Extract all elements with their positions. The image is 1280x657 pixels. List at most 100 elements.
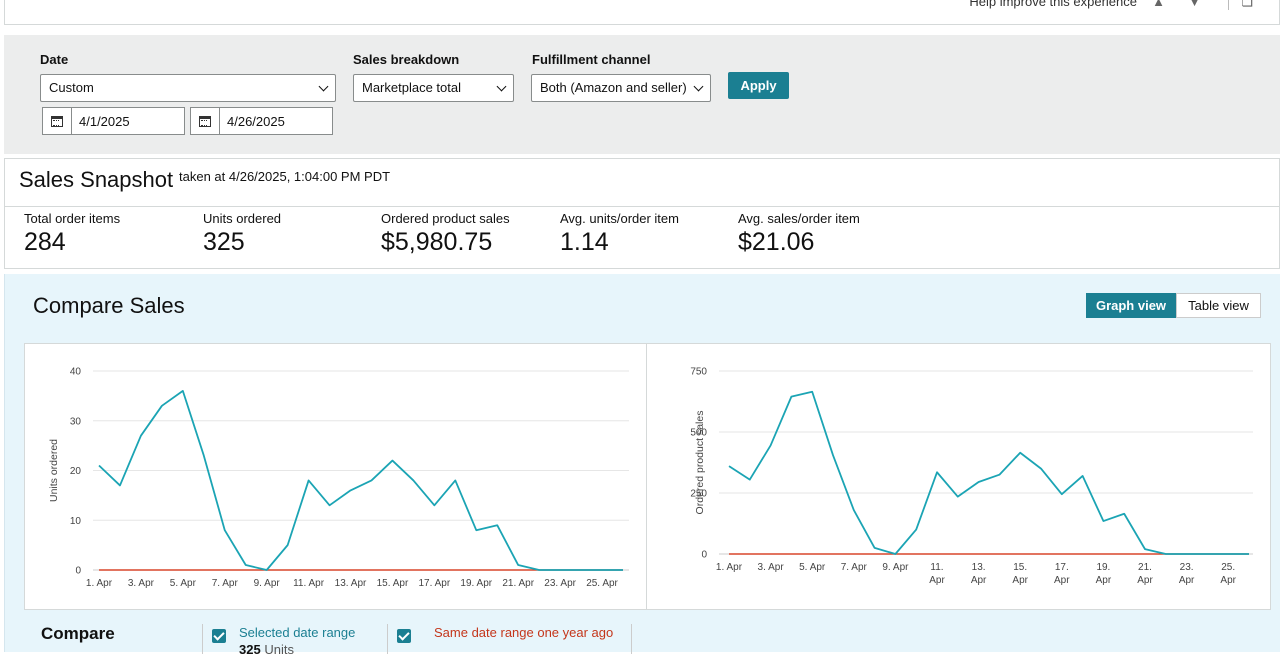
snapshot-divider — [5, 206, 1279, 207]
start-date-field[interactable]: 4/1/2025 — [42, 107, 185, 135]
apply-button[interactable]: Apply — [728, 72, 789, 99]
x-tick-label: 21. Apr — [502, 578, 534, 589]
x-tick-label: Apr — [1137, 575, 1153, 586]
x-tick-label: Apr — [1054, 575, 1070, 586]
metric-value: $5,980.75 — [381, 228, 493, 256]
help-improve-text: Help improve this experience — [969, 0, 1137, 9]
x-tick-label: 13. — [972, 562, 986, 573]
selected-range-checkbox[interactable] — [212, 629, 226, 643]
x-tick-label: 23. — [1180, 562, 1194, 573]
end-date-value: 4/26/2025 — [227, 114, 285, 129]
metric-label: Avg. sales/order item — [738, 211, 860, 226]
x-tick-label: 25. Apr — [586, 578, 618, 589]
compare-title: Compare — [41, 624, 115, 643]
x-tick-label: 21. — [1138, 562, 1152, 573]
x-tick-label: 1. Apr — [716, 562, 743, 573]
legend-divider — [387, 624, 388, 654]
y-tick-label: 0 — [75, 566, 81, 577]
x-tick-label: Apr — [1012, 575, 1028, 586]
calendar-icon[interactable] — [43, 108, 72, 134]
snapshot-timestamp: taken at 4/26/2025, 1:04:00 PM PDT — [179, 169, 391, 184]
last-year-checkbox[interactable] — [397, 629, 411, 643]
units-ordered-chart: 0 10 20 30 40 Units ordered 1. Apr 3. Apr 5. Apr… — [48, 367, 629, 589]
metric-value: 1.14 — [560, 228, 609, 256]
legend-divider — [202, 624, 203, 654]
y-tick-label: 10 — [70, 516, 82, 527]
series-line-selected-range — [98, 390, 623, 571]
x-tick-label: 9. Apr — [254, 578, 281, 589]
thumbs-up-icon[interactable]: ▲ — [1152, 0, 1165, 9]
thumbs-down-icon[interactable]: ▼ — [1188, 0, 1201, 9]
metric-value: 284 — [24, 228, 66, 256]
x-tick-label: Apr — [929, 575, 945, 586]
sales-breakdown-value: Marketplace total — [362, 80, 461, 95]
x-tick-label: 11. — [930, 562, 943, 573]
metric-label: Ordered product sales — [381, 211, 510, 226]
y-tick-label: 0 — [701, 550, 707, 561]
compare-sales-title: Compare Sales — [33, 293, 185, 318]
x-tick-label: 7. Apr — [212, 578, 239, 589]
y-axis-label: Units ordered — [48, 439, 60, 502]
legend-units-value: 325 — [239, 642, 261, 657]
chevron-down-icon — [693, 81, 704, 92]
top-bar: Help improve this experience ▲ ▼ ❏ — [4, 0, 1280, 25]
ordered-product-sales-chart: 0 250 500 750 Ordered product sales 1. Apr 3. … — [690, 367, 1253, 586]
y-tick-label: 40 — [70, 367, 82, 378]
end-date-field[interactable]: 4/26/2025 — [190, 107, 333, 135]
x-tick-label: 19. — [1096, 562, 1110, 573]
y-tick-label: 500 — [690, 428, 707, 439]
legend-last-year: Same date range one year ago — [434, 625, 614, 640]
metric-label: Units ordered — [203, 211, 282, 226]
x-tick-label: 9. Apr — [882, 562, 909, 573]
table-view-button[interactable]: Table view — [1176, 293, 1261, 318]
x-tick-label: Apr — [1220, 575, 1236, 586]
x-tick-label: 17. Apr — [419, 578, 451, 589]
y-axis-label: Ordered product sales — [694, 411, 706, 515]
copy-icon[interactable]: ❏ — [1241, 0, 1253, 9]
sales-breakdown-select[interactable]: Marketplace total — [353, 74, 514, 102]
x-tick-label: 5. Apr — [799, 562, 826, 573]
charts-container: 0 10 20 30 40 Units ordered 1. Apr 3. Apr 5. Apr… — [24, 343, 1271, 610]
date-label: Date — [40, 52, 69, 67]
series-line-selected-range — [728, 390, 1249, 555]
metric-value: 325 — [203, 228, 245, 256]
x-tick-label: 3. Apr — [128, 578, 155, 589]
chart-divider — [646, 344, 647, 609]
legend-selected-units: 325 Units — [239, 642, 294, 657]
metric-label: Avg. units/order item — [560, 211, 679, 226]
fulfillment-channel-select[interactable]: Both (Amazon and seller) — [531, 74, 711, 102]
y-tick-label: 750 — [690, 367, 707, 378]
x-tick-label: 1. Apr — [86, 578, 113, 589]
x-tick-label: 7. Apr — [841, 562, 868, 573]
y-tick-label: 20 — [70, 466, 82, 477]
sales-snapshot-panel: Sales Snapshot taken at 4/26/2025, 1:04:… — [4, 158, 1280, 269]
x-tick-label: Apr — [1179, 575, 1195, 586]
x-tick-label: 3. Apr — [758, 562, 785, 573]
metric-value: $21.06 — [738, 228, 815, 256]
start-date-value: 4/1/2025 — [79, 114, 130, 129]
metric-avg-sales: Avg. sales/order item $21.06 — [738, 211, 860, 257]
y-tick-label: 30 — [70, 416, 82, 427]
x-tick-label: 15. — [1013, 562, 1027, 573]
legend-units-label: Units — [264, 642, 294, 657]
calendar-icon[interactable] — [191, 108, 220, 134]
metric-units-ordered: Units ordered 325 — [203, 211, 281, 257]
metric-ordered-product-sales: Ordered product sales $5,980.75 — [381, 211, 510, 257]
x-tick-label: 13. Apr — [335, 578, 367, 589]
x-tick-label: 15. Apr — [377, 578, 409, 589]
date-select[interactable]: Custom — [40, 74, 336, 102]
y-tick-label: 250 — [690, 489, 707, 500]
chevron-down-icon — [496, 81, 507, 92]
x-tick-label: 23. Apr — [544, 578, 576, 589]
fulfillment-channel-value: Both (Amazon and seller) — [540, 80, 687, 95]
legend-divider — [631, 624, 632, 654]
metric-total-order-items: Total order items 284 — [24, 211, 120, 257]
sales-snapshot-title: Sales Snapshot — [19, 167, 174, 192]
chevron-down-icon — [318, 81, 329, 92]
x-tick-label: Apr — [1096, 575, 1112, 586]
graph-view-button[interactable]: Graph view — [1086, 293, 1176, 318]
toolbar-divider — [1228, 0, 1229, 10]
fulfillment-channel-label: Fulfillment channel — [532, 52, 651, 67]
compare-sales-panel: Compare Sales Graph view Table view 0 10 2… — [4, 274, 1280, 657]
filter-panel: Date Custom 4/1/2025 4/26/2025 Sales bre… — [4, 35, 1280, 154]
